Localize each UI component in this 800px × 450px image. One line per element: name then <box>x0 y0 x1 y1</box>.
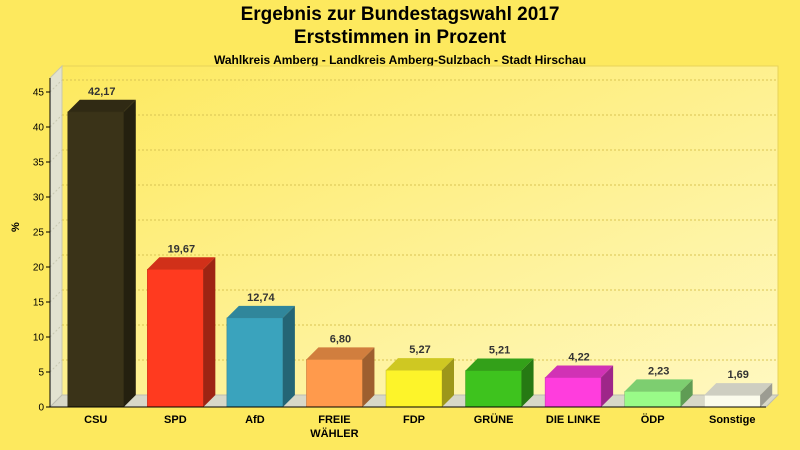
bar-side <box>521 358 534 407</box>
gridline-side <box>49 289 63 303</box>
data-label: 1,69 <box>728 369 749 381</box>
y-tick-label: 30 <box>33 193 45 204</box>
bar <box>544 377 602 408</box>
bar-side <box>123 99 136 407</box>
gridline-side <box>49 184 63 198</box>
bar-side <box>760 383 773 407</box>
data-label: 12,74 <box>247 292 275 304</box>
y-tick-label: 5 <box>38 368 44 379</box>
bar-top <box>226 305 295 318</box>
bar-top <box>67 99 136 112</box>
data-label: 2,23 <box>648 365 669 377</box>
bar-top <box>465 358 534 371</box>
y-tick-label: 40 <box>33 123 45 134</box>
bar-group <box>306 347 375 408</box>
x-tick-label: ÖDP <box>641 413 665 426</box>
bar-side <box>442 358 454 407</box>
data-label: 4,22 <box>568 351 589 363</box>
data-label: 5,27 <box>409 344 430 356</box>
y-tick-label: 20 <box>33 263 45 274</box>
bar <box>385 369 443 408</box>
bar <box>465 370 522 408</box>
gridline-side <box>49 149 63 163</box>
bar-group <box>385 358 454 408</box>
bar-group <box>544 365 614 408</box>
bar-side <box>362 347 375 407</box>
data-label: 42,17 <box>88 86 116 98</box>
bar-side <box>680 379 693 407</box>
bar <box>67 111 125 408</box>
bar-side <box>601 365 614 407</box>
bar <box>226 317 284 408</box>
bar <box>624 391 681 408</box>
y-tick-label: 35 <box>33 158 45 169</box>
gridline-side <box>49 359 63 373</box>
bar-top <box>306 347 375 360</box>
data-label: 5,21 <box>489 345 510 357</box>
bar-group <box>67 99 136 408</box>
bar <box>147 269 204 408</box>
bar-side <box>282 305 295 407</box>
x-tick-label: Sonstige <box>709 414 755 426</box>
x-tick-label: WÄHLER <box>310 427 358 440</box>
x-tick-label: GRÜNE <box>474 413 514 426</box>
bar-group <box>624 379 693 408</box>
bar-group <box>703 383 773 408</box>
y-tick-label: 25 <box>33 228 45 239</box>
bar-top <box>624 379 693 392</box>
bar-group <box>226 305 295 408</box>
bar <box>703 394 761 408</box>
y-tick-label: 0 <box>38 403 44 414</box>
x-tick-label: CSU <box>84 414 107 426</box>
bar-top <box>147 257 216 270</box>
bar-top <box>545 365 614 378</box>
bar-top <box>704 383 773 396</box>
x-tick-label: SPD <box>164 414 187 426</box>
gridline-side <box>49 114 63 128</box>
gridline-side <box>49 324 63 338</box>
x-tick-label: AfD <box>245 414 265 426</box>
y-tick-label: 45 <box>33 88 45 99</box>
bar <box>306 359 363 408</box>
bar-side <box>203 257 216 407</box>
y-tick-label: 10 <box>33 333 45 344</box>
bar-group <box>465 358 534 408</box>
x-tick-label: DIE LINKE <box>546 414 600 426</box>
y-tick-label: 15 <box>33 298 45 309</box>
gridline-side <box>49 219 63 233</box>
gridline-side <box>49 79 63 93</box>
bar-group <box>147 257 216 408</box>
x-tick-label: FREIE <box>318 414 350 426</box>
bar-top <box>386 358 454 371</box>
gridline-side <box>49 254 63 268</box>
plot-left-wall <box>49 64 63 409</box>
data-label: 19,67 <box>168 243 196 255</box>
chart-subtitle: Erststimmen in Prozent <box>293 27 507 48</box>
chart-subtitle-region: Wahlkreis Amberg - Landkreis Amberg-Sulz… <box>213 53 587 67</box>
x-tick-label: FDP <box>403 414 425 426</box>
data-label: 6,80 <box>330 333 351 345</box>
chart-title: Ergebnis zur Bundestagswahl 2017 <box>240 4 560 25</box>
